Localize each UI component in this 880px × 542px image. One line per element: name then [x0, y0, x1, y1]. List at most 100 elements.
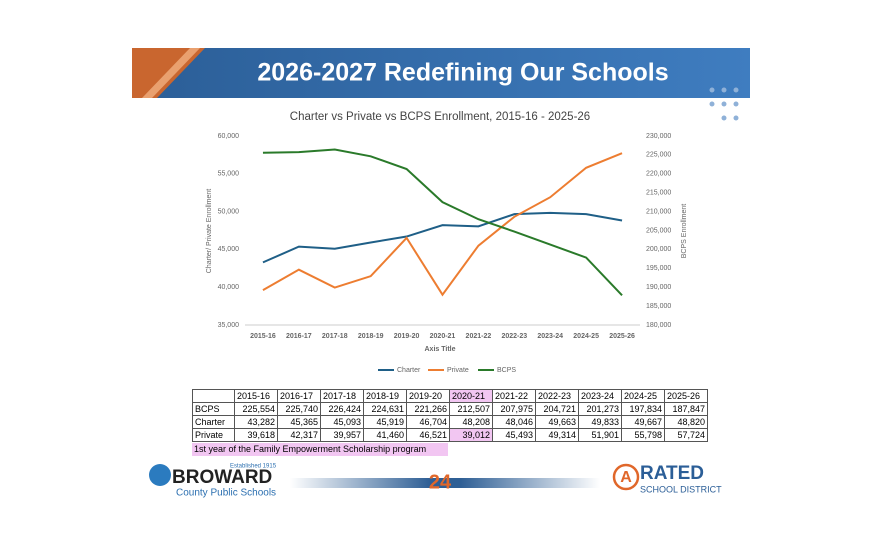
table-cell: 45,493 [492, 428, 536, 442]
y-axis-title: Charter/ Private Enrollment [206, 189, 213, 273]
header-cell: 2017-18 [320, 389, 364, 403]
y2-tick-label: 210,000 [646, 208, 671, 215]
x-tick-label: 2022-23 [501, 333, 527, 340]
legend-label: Charter [397, 367, 421, 374]
banner [132, 48, 750, 98]
header-cell: 2021-22 [492, 389, 536, 403]
legend-label: BCPS [497, 367, 516, 374]
y2-tick-label: 200,000 [646, 246, 671, 253]
x-tick-label: 2020-21 [430, 333, 456, 340]
series-line [262, 152, 623, 297]
corner-cell [192, 389, 235, 403]
table-cell: 204,721 [535, 402, 579, 416]
table-cell: 45,919 [363, 415, 407, 429]
header-cell: 2025-26 [664, 389, 708, 403]
table-cell: 187,847 [664, 402, 708, 416]
table-cell: 51,901 [578, 428, 622, 442]
table-cell: 55,798 [621, 428, 665, 442]
table-cell: 46,521 [406, 428, 450, 442]
header-cell: 2016-17 [277, 389, 321, 403]
district-sub: County Public Schools [176, 488, 276, 499]
header-cell: 2023-24 [578, 389, 622, 403]
y2-tick-label: 230,000 [646, 133, 671, 140]
header-cell: 2020-21 [449, 389, 493, 403]
x-tick-label: 2015-16 [250, 333, 276, 340]
table-cell: 225,554 [234, 402, 278, 416]
table-cell: 49,663 [535, 415, 579, 429]
y-tick-label: 40,000 [218, 284, 240, 291]
row-label: BCPS [192, 402, 235, 416]
table-cell: 226,424 [320, 402, 364, 416]
table-cell: 43,282 [234, 415, 278, 429]
page-number: 24 [429, 471, 452, 493]
data-table: 2015-16 2016-17 2017-18 2018-19 2019-20 2020-… [192, 389, 708, 442]
row-label: Charter [192, 415, 235, 429]
badge-circle [612, 463, 640, 491]
y-tick-label: 50,000 [218, 208, 240, 215]
y-tick-label: 55,000 [218, 171, 240, 178]
banner-stripe [142, 48, 200, 98]
x-tick-label: 2021-22 [466, 333, 492, 340]
table-cell: 42,317 [277, 428, 321, 442]
header-cell: 2019-20 [406, 389, 450, 403]
x-tick-label: 2023-24 [537, 333, 563, 340]
x-tick-label: 2018-19 [358, 333, 384, 340]
table-cell: 45,093 [320, 415, 364, 429]
header-cell: 2018-19 [363, 389, 407, 403]
table-cell: 221,266 [406, 402, 450, 416]
table-cell: 224,631 [363, 402, 407, 416]
dot-pattern [709, 87, 739, 121]
table-cell: 212,507 [449, 402, 493, 416]
y2-tick-label: 180,000 [646, 322, 671, 329]
header-cell: 2015-16 [234, 389, 278, 403]
x-tick-label: 2016-17 [286, 333, 312, 340]
y2-tick-label: 190,000 [646, 284, 671, 291]
row-label: Private [192, 428, 235, 442]
y-tick-label: 45,000 [218, 246, 240, 253]
district-name: BROWARD [172, 467, 272, 488]
table-cell: 49,667 [621, 415, 665, 429]
table-cell: 201,273 [578, 402, 622, 416]
table-cell: 48,208 [449, 415, 493, 429]
series-line [262, 148, 623, 297]
table-cell: 207,975 [492, 402, 536, 416]
header-cell: 2024-25 [621, 389, 665, 403]
y2-axis-title: BCPS Enrollment [681, 204, 688, 259]
header-cell: 2022-23 [535, 389, 579, 403]
established: Established 1915 [230, 464, 277, 470]
table-cell: 49,833 [578, 415, 622, 429]
table-note: 1st year of the Family Empowerment Schol… [192, 443, 448, 456]
table-cell: 39,012 [449, 428, 493, 442]
y2-tick-label: 205,000 [646, 227, 671, 234]
y2-tick-label: 185,000 [646, 303, 671, 310]
badge-letter: A [620, 469, 632, 486]
x-axis-title: Axis Title [425, 346, 456, 353]
table-cell: 225,740 [277, 402, 321, 416]
footer-strip [290, 478, 600, 488]
badge-text: RATED [640, 463, 704, 484]
x-tick-label: 2024-25 [573, 333, 599, 340]
table-cell: 46,704 [406, 415, 450, 429]
table-cell: 49,314 [535, 428, 579, 442]
x-tick-label: 2025-26 [609, 333, 635, 340]
table-cell: 197,834 [621, 402, 665, 416]
table-cell: 45,365 [277, 415, 321, 429]
table-cell: 48,820 [664, 415, 708, 429]
y2-tick-label: 225,000 [646, 152, 671, 159]
x-tick-label: 2019-20 [394, 333, 420, 340]
table-cell: 57,724 [664, 428, 708, 442]
table-cell: 48,046 [492, 415, 536, 429]
chart-title: Charter vs Private vs BCPS Enrollment, 2… [290, 111, 590, 123]
table-cell: 39,618 [234, 428, 278, 442]
y2-tick-label: 195,000 [646, 265, 671, 272]
table-cell: 39,957 [320, 428, 364, 442]
x-tick-label: 2017-18 [322, 333, 348, 340]
legend-label: Private [447, 367, 469, 374]
table-cell: 41,460 [363, 428, 407, 442]
badge-sub: SCHOOL DISTRICT [640, 484, 722, 494]
y-tick-label: 35,000 [218, 322, 240, 329]
series-line [262, 211, 623, 264]
logo-icon [149, 464, 171, 486]
y2-tick-label: 215,000 [646, 190, 671, 197]
